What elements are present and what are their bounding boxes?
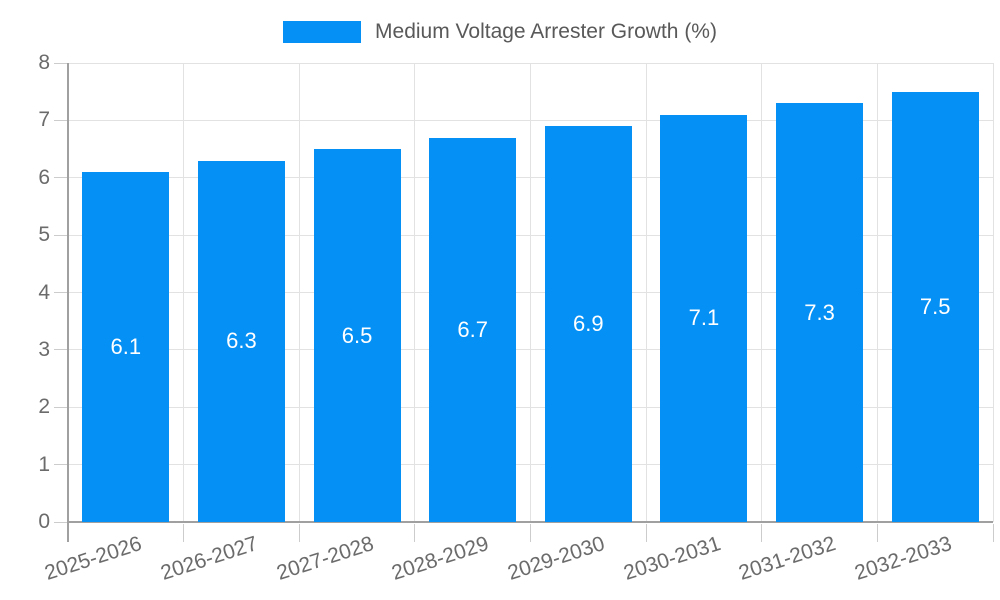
x-axis-tick [298, 524, 300, 542]
bar[interactable]: 6.1 [82, 172, 170, 522]
x-axis-tick [645, 524, 647, 542]
y-axis-tick [54, 62, 68, 64]
legend-label: Medium Voltage Arrester Growth (%) [375, 20, 717, 43]
y-axis-tick-label: 2 [38, 395, 50, 419]
x-axis-tick [183, 524, 185, 542]
x-axis-tick-label: 2029-2030 [504, 532, 608, 585]
x-axis-tick [992, 524, 994, 542]
y-axis-tick-label: 0 [38, 510, 50, 533]
y-axis-tick [54, 119, 68, 121]
legend-swatch [283, 21, 362, 43]
bar[interactable]: 6.7 [429, 137, 517, 522]
y-axis-tick-label: 1 [38, 452, 50, 476]
bar-value-label: 6.7 [457, 316, 488, 342]
y-axis-tick [54, 234, 68, 236]
y-axis-tick-label: 5 [38, 223, 50, 247]
x-axis-line [67, 521, 993, 523]
v-gridline [298, 63, 300, 522]
y-axis-tick [54, 292, 68, 293]
bar-value-label: 6.3 [226, 328, 257, 354]
x-axis-tick [876, 524, 878, 542]
x-axis-tick-label: 2031-2032 [736, 532, 839, 585]
x-axis-tick-label: 2032-2033 [851, 532, 955, 585]
y-axis-tick [54, 349, 68, 351]
x-axis-tick [761, 524, 763, 542]
bar-value-label: 7.5 [919, 293, 951, 319]
bar[interactable]: 6.9 [544, 126, 632, 522]
y-axis-tick [54, 177, 68, 179]
y-axis-tick-label: 8 [38, 51, 50, 74]
y-axis-tick [54, 406, 68, 408]
x-axis-tick-label: 2030-2031 [620, 532, 724, 585]
bar[interactable]: 7.5 [891, 91, 979, 522]
y-axis-tick [54, 464, 68, 466]
v-gridline [645, 63, 647, 522]
x-axis-tick [414, 524, 416, 542]
bar-value-label: 6.9 [573, 311, 604, 337]
y-axis-tick-label: 3 [38, 337, 50, 361]
bar-value-label: 7.1 [688, 305, 720, 331]
v-gridline [530, 63, 531, 522]
y-axis-line [67, 63, 69, 542]
y-axis-tick-label: 6 [38, 165, 50, 189]
bar-value-label: 6.1 [110, 333, 142, 359]
v-gridline [414, 63, 416, 522]
v-gridline [876, 63, 878, 522]
y-axis-tick [54, 521, 68, 523]
bar[interactable]: 7.3 [776, 103, 864, 522]
x-axis-tick [530, 524, 531, 542]
x-axis-tick-label: 2027-2028 [273, 532, 377, 585]
bar[interactable]: 6.3 [197, 160, 285, 522]
v-gridline [183, 63, 185, 522]
v-gridline [992, 63, 994, 522]
y-axis-tick-label: 7 [38, 108, 50, 132]
x-axis-tick-label: 2028-2029 [389, 532, 492, 585]
x-axis-tick-label: 2025-2026 [42, 532, 145, 585]
bar-value-label: 6.5 [341, 322, 373, 348]
legend[interactable]: Medium Voltage Arrester Growth (%) [0, 20, 1000, 44]
bar-value-label: 7.3 [804, 299, 835, 325]
v-gridline [761, 63, 763, 522]
bar[interactable]: 6.5 [313, 149, 401, 522]
y-axis-tick-label: 4 [38, 280, 50, 304]
x-axis-tick-label: 2026-2027 [157, 532, 261, 585]
bar[interactable]: 7.1 [660, 114, 748, 522]
